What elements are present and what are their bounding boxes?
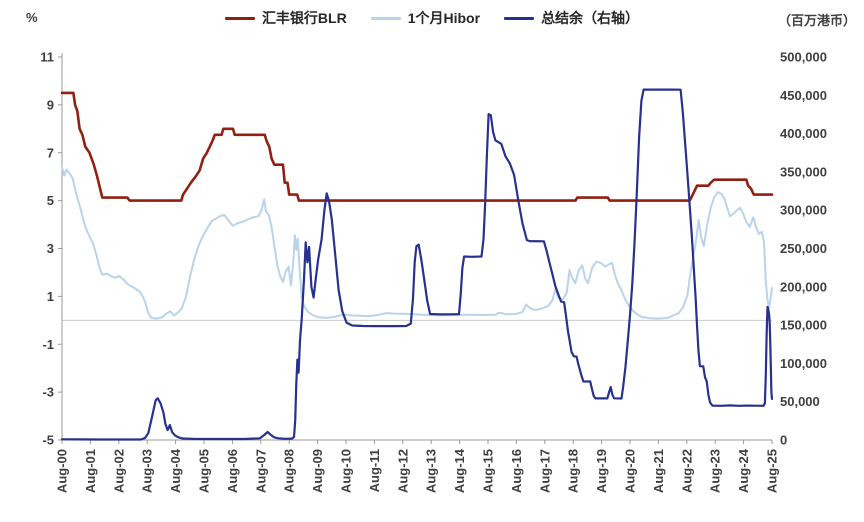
x-axis-tick-label: Aug-19 — [594, 449, 609, 493]
x-axis-tick-label: Aug-05 — [197, 449, 212, 493]
left-axis-unit-label: % — [26, 10, 38, 25]
legend-label-hsbc-blr: 汇丰银行BLR — [261, 10, 347, 26]
legend-item-aggregate-balance: 总结余（右轴） — [504, 8, 639, 28]
left-axis-tick-label: -5 — [42, 433, 54, 448]
right-axis-tick-label: 500,000 — [780, 50, 827, 65]
right-axis-tick-label: 200,000 — [780, 279, 827, 294]
legend: 汇丰银行BLR 1个月Hibor 总结余（右轴） — [0, 8, 864, 28]
x-axis-tick-label: Aug-25 — [765, 449, 780, 493]
x-axis-tick-label: Aug-12 — [395, 449, 410, 493]
x-axis-tick-label: Aug-06 — [225, 449, 240, 493]
chart-header: % 汇丰银行BLR 1个月Hibor 总结余（右轴） （百万港币） — [0, 0, 864, 36]
right-axis-tick-label: 250,000 — [780, 241, 827, 256]
left-axis-tick-label: 3 — [47, 241, 54, 256]
legend-label-aggregate-balance: 总结余（右轴） — [541, 10, 640, 26]
right-axis-tick-label: 100,000 — [780, 356, 827, 371]
right-axis-tick-label: 50,000 — [780, 394, 820, 409]
x-axis-tick-label: Aug-03 — [140, 449, 155, 493]
x-axis-tick-label: Aug-00 — [55, 449, 70, 493]
x-axis-tick-label: Aug-09 — [310, 449, 325, 493]
x-axis-tick-label: Aug-22 — [679, 449, 694, 493]
right-axis-tick-label: 0 — [780, 433, 787, 448]
right-axis-tick-label: 400,000 — [780, 126, 827, 141]
series-line-aggregate-balance — [60, 88, 774, 441]
left-axis-tick-label: 7 — [47, 145, 54, 160]
hibor-line-swatch — [370, 16, 401, 20]
x-axis-tick-label: Aug-08 — [282, 449, 297, 493]
aggregate-balance-line-swatch — [504, 16, 535, 20]
right-axis-tick-label: 450,000 — [780, 88, 827, 103]
right-axis-tick-label: 350,000 — [780, 164, 827, 179]
x-axis-tick-label: Aug-17 — [537, 449, 552, 493]
left-axis-tick-label: -1 — [42, 337, 54, 352]
x-axis-tick-label: Aug-15 — [481, 449, 496, 493]
x-axis-tick-label: Aug-23 — [708, 449, 723, 493]
plot-area: 11 9 7 5 3 1 -1 -3 -5 500,000 450,000 400,000 350,00… — [40, 50, 827, 494]
series-line-1m-hibor — [61, 166, 773, 320]
left-axis-tick-label: -3 — [42, 385, 54, 400]
x-axis-tick-label: Aug-24 — [736, 448, 751, 493]
right-axis-tick-label: 300,000 — [780, 203, 827, 218]
x-axis-tick-label: Aug-13 — [424, 449, 439, 493]
x-axis-tick-label: Aug-07 — [253, 449, 268, 493]
legend-label-1m-hibor: 1个月Hibor — [407, 10, 481, 26]
x-axis-tick-label: Aug-11 — [367, 449, 382, 492]
x-axis-tick-label: Aug-02 — [111, 449, 126, 493]
x-axis-tick-label: Aug-04 — [168, 448, 183, 493]
right-axis-tick-label: 150,000 — [780, 318, 827, 333]
left-axis-tick-label: 5 — [47, 193, 54, 208]
legend-item-hsbc-blr: 汇丰银行BLR — [224, 8, 347, 28]
left-axis-tick-label: 9 — [47, 97, 54, 112]
x-axis-tick-label: Aug-18 — [566, 449, 581, 493]
x-axis-tick-label: Aug-10 — [339, 449, 354, 493]
x-axis-tick-label: Aug-21 — [651, 449, 666, 493]
left-axis-tick-label: 1 — [47, 289, 54, 304]
x-axis-tick-label: Aug-16 — [509, 449, 524, 493]
x-axis-tick-label: Aug-14 — [452, 448, 467, 493]
right-axis-unit-label: （百万港币） — [777, 13, 856, 28]
left-axis-tick-label: 11 — [40, 50, 54, 65]
x-axis-tick-label: Aug-20 — [623, 449, 638, 493]
x-axis-tick-label: Aug-01 — [83, 449, 98, 493]
blr-line-swatch — [224, 16, 255, 20]
legend-item-1m-hibor: 1个月Hibor — [370, 8, 481, 28]
series-line-hsbc-blr — [60, 91, 774, 202]
